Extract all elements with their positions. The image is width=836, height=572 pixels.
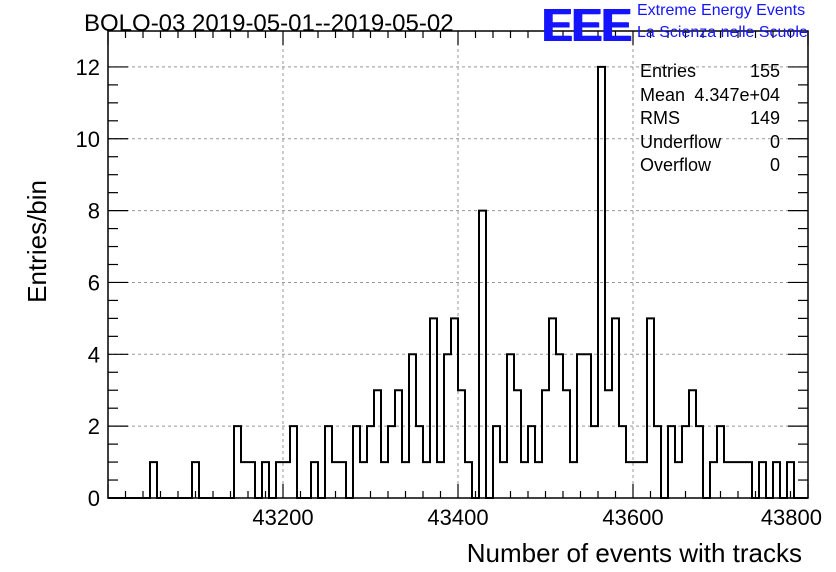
histogram-bin <box>759 462 766 498</box>
histogram-bin <box>521 462 528 498</box>
histogram-bin <box>563 390 570 498</box>
y-tick-label: 6 <box>88 270 100 295</box>
histogram-bin <box>465 462 472 498</box>
y-tick-label: 2 <box>88 414 100 439</box>
stat-value: 149 <box>749 108 780 128</box>
histogram-bin <box>234 426 241 498</box>
y-axis-label: Entries/bin <box>22 180 52 303</box>
histogram-bin <box>647 318 654 498</box>
histogram-bin <box>717 426 724 498</box>
stat-row-rms: RMS 149 <box>640 107 780 131</box>
histogram-bin <box>241 462 248 498</box>
histogram-bin <box>710 462 717 498</box>
histogram-bin <box>682 426 689 498</box>
x-axis-label: Number of events with tracks <box>466 538 802 568</box>
histogram-bin <box>374 390 381 498</box>
histogram-bin <box>570 462 577 498</box>
y-tick-label: 10 <box>76 127 100 152</box>
histogram-bin <box>605 390 612 498</box>
stat-value: 4.347e+04 <box>694 84 780 105</box>
x-tick-label: 43200 <box>252 505 313 530</box>
histogram-bin <box>395 390 402 498</box>
histogram-bin <box>325 426 332 498</box>
grid-lines <box>108 31 808 498</box>
histogram-bin <box>416 426 423 498</box>
histogram-bin <box>283 462 290 498</box>
histogram-bin <box>731 462 738 498</box>
y-tick-label: 12 <box>76 55 100 80</box>
stat-label: Entries <box>640 61 697 81</box>
histogram-bin <box>500 462 507 498</box>
histogram-bin <box>493 426 500 498</box>
histogram-outline <box>108 65 808 499</box>
stat-label: Mean <box>640 84 686 105</box>
y-tick-label: 4 <box>88 342 100 367</box>
histogram-bin <box>535 462 542 498</box>
histogram-bin <box>290 426 297 498</box>
eee-logo-icon: EEE <box>542 0 632 51</box>
histogram-bin <box>388 426 395 498</box>
histogram-bin <box>360 462 367 498</box>
histogram-bin <box>528 426 535 498</box>
histogram-bin <box>612 318 619 498</box>
histogram-bin <box>311 462 318 498</box>
histogram-bin <box>619 426 626 498</box>
histogram-bin <box>367 426 374 498</box>
histogram-bin <box>451 318 458 498</box>
stat-label: RMS <box>640 108 680 128</box>
histogram-bin <box>773 462 780 498</box>
histogram-bin <box>458 390 465 498</box>
histogram-bin <box>430 318 437 498</box>
axis-ticks <box>107 31 809 499</box>
histogram-bin <box>276 462 283 498</box>
logo-line-2: La Scienza nelle Scuole <box>637 24 808 41</box>
histogram-bin <box>514 390 521 498</box>
stat-value: 0 <box>769 155 780 175</box>
histogram-bin <box>549 318 556 498</box>
histogram-bin <box>591 426 598 498</box>
histogram-bin <box>150 462 157 498</box>
histogram-bin <box>353 426 360 498</box>
histogram-bars <box>108 65 808 499</box>
stat-value: 0 <box>769 131 780 152</box>
stat-value: 155 <box>749 61 780 81</box>
histogram-bin <box>675 462 682 498</box>
stat-label: Overflow <box>640 155 712 175</box>
axis-tick-labels: 0 2 4 6 8 10 12 43200 43400 43600 43800 <box>76 55 822 530</box>
histogram-bin <box>689 390 696 498</box>
stat-row-overflow: Overflow 0 <box>640 154 780 178</box>
stat-row-mean: Mean 4.347e+04 <box>640 84 780 108</box>
histogram-bin <box>668 426 675 498</box>
logo-line-1: Extreme Energy Events <box>637 2 806 19</box>
histogram-bin <box>640 462 647 498</box>
x-tick-label: 43600 <box>602 505 663 530</box>
stat-label: Underflow <box>640 131 722 152</box>
y-tick-label: 8 <box>88 199 100 224</box>
stat-row-underflow: Underflow 0 <box>640 131 780 155</box>
histogram-bin <box>738 462 745 498</box>
histogram-bin <box>339 462 346 498</box>
histogram-bin <box>248 462 255 498</box>
stat-row-entries: Entries 155 <box>640 60 780 84</box>
histogram-bin <box>724 462 731 498</box>
histogram-bin <box>633 462 640 498</box>
histogram-bin <box>542 390 549 498</box>
chart-title: BOLO-03 2019-05-01--2019-05-02 <box>84 10 454 37</box>
histogram-bin <box>745 462 752 498</box>
x-tick-label: 43800 <box>761 505 822 530</box>
histogram-bin <box>654 426 661 498</box>
y-tick-label: 0 <box>88 486 100 511</box>
x-tick-label: 43400 <box>427 505 488 530</box>
histogram-bin <box>381 462 388 498</box>
histogram-bin <box>423 462 430 498</box>
stats-box: Entries 155 Mean 4.347e+04 RMS 149 Under… <box>640 60 780 178</box>
histogram-bin <box>626 462 633 498</box>
histogram-bin <box>696 426 703 498</box>
